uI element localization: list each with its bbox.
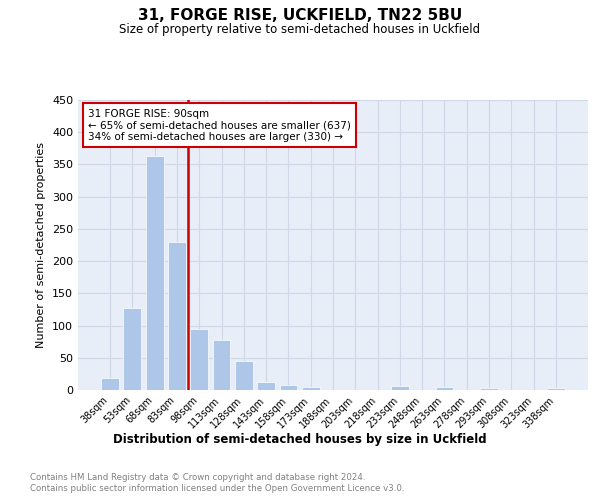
Text: Distribution of semi-detached houses by size in Uckfield: Distribution of semi-detached houses by … — [113, 432, 487, 446]
Bar — [436, 388, 454, 390]
Text: Size of property relative to semi-detached houses in Uckfield: Size of property relative to semi-detach… — [119, 22, 481, 36]
Y-axis label: Number of semi-detached properties: Number of semi-detached properties — [37, 142, 46, 348]
Bar — [212, 340, 230, 390]
Bar — [190, 330, 208, 390]
Bar — [480, 388, 498, 390]
Bar — [302, 387, 320, 390]
Text: Contains HM Land Registry data © Crown copyright and database right 2024.: Contains HM Land Registry data © Crown c… — [30, 472, 365, 482]
Bar — [547, 388, 565, 390]
Text: Contains public sector information licensed under the Open Government Licence v3: Contains public sector information licen… — [30, 484, 404, 493]
Bar — [146, 156, 164, 390]
Bar — [391, 386, 409, 390]
Bar — [257, 382, 275, 390]
Bar — [101, 378, 119, 390]
Text: 31, FORGE RISE, UCKFIELD, TN22 5BU: 31, FORGE RISE, UCKFIELD, TN22 5BU — [138, 8, 462, 22]
Text: 31 FORGE RISE: 90sqm
← 65% of semi-detached houses are smaller (637)
34% of semi: 31 FORGE RISE: 90sqm ← 65% of semi-detac… — [88, 108, 351, 142]
Bar — [168, 242, 186, 390]
Bar — [235, 361, 253, 390]
Bar — [124, 308, 142, 390]
Bar — [280, 385, 298, 390]
